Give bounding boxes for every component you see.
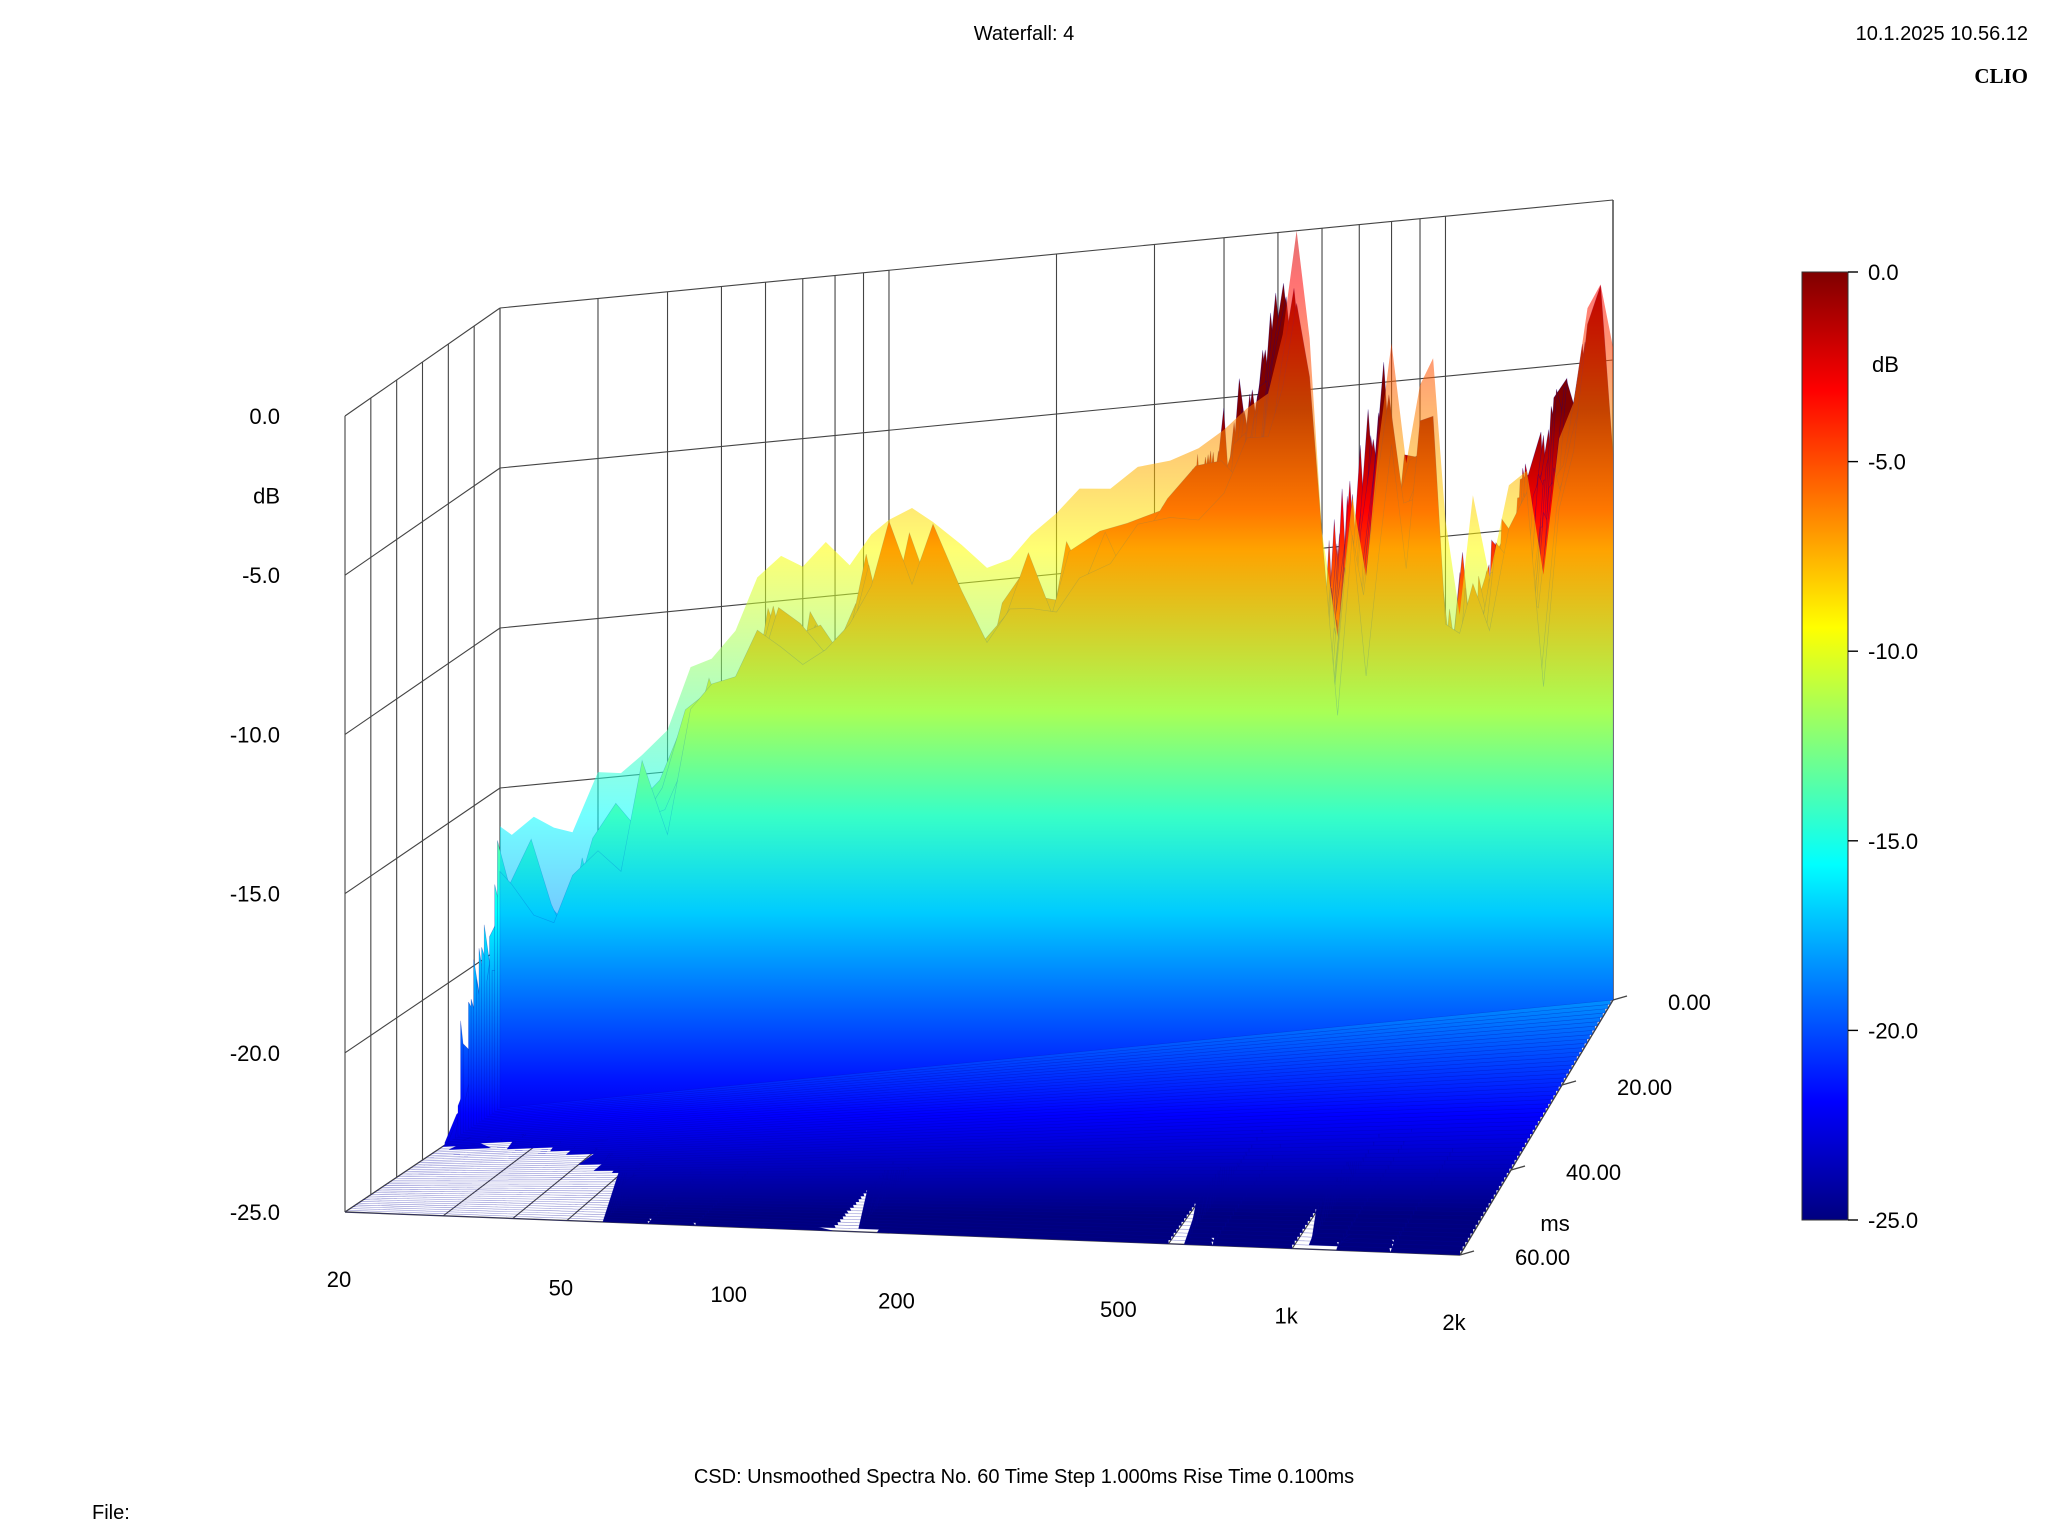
- time-tick-label: 0.00: [1668, 990, 1711, 1015]
- initial-spectrum: [500, 230, 1613, 1108]
- colorbar-tick-label: -25.0: [1868, 1208, 1918, 1233]
- colorbar: 0.0 -5.0 -10.0 -15.0 -20.0 -25.0 dB: [1801, 260, 1918, 1233]
- file-label: File:: [92, 1502, 130, 1524]
- freq-tick-label: 1k: [1275, 1304, 1299, 1329]
- floor-freq-line: [1459, 999, 1614, 1256]
- colorbar-tick-label: 0.0: [1868, 260, 1899, 285]
- freq-tick-label: 20: [327, 1267, 351, 1292]
- time-tick: [1612, 995, 1628, 1001]
- freq-tick-label: 200: [878, 1289, 915, 1314]
- db-tick-label: -10.0: [230, 722, 280, 747]
- freq-tick-label: 100: [710, 1282, 747, 1307]
- freq-tick-label: 50: [549, 1276, 573, 1301]
- db-tick-label: -20.0: [230, 1041, 280, 1066]
- colorbar-tick-label: -5.0: [1868, 450, 1906, 475]
- db-tick-label: 0.0: [249, 404, 280, 429]
- colorbar-unit-label: dB: [1872, 352, 1899, 377]
- chart-title: Waterfall: 4: [973, 23, 1075, 45]
- back-wall-db-line: [499, 199, 1614, 309]
- freq-tick-label: 500: [1100, 1297, 1137, 1322]
- timestamp: 10.1.2025 10.56.12: [1855, 23, 2028, 45]
- time-tick-label: 40.00: [1566, 1160, 1621, 1185]
- time-tick: [1561, 1080, 1577, 1086]
- csd-settings: CSD: Unsmoothed Spectra No. 60 Time Step…: [693, 1466, 1355, 1488]
- colorbar-tick-label: -10.0: [1868, 639, 1918, 664]
- front-spectrum: [500, 230, 1613, 1108]
- db-tick-label: -25.0: [230, 1200, 280, 1225]
- colorbar-tick-label: -15.0: [1868, 829, 1918, 854]
- freq-tick-label: 2k: [1442, 1310, 1466, 1335]
- time-tick: [1510, 1165, 1526, 1171]
- time-tick-label: 60.00: [1515, 1245, 1570, 1270]
- time-tick: [1459, 1250, 1475, 1256]
- db-axis-label: dB: [253, 484, 280, 509]
- colorbar-tick-label: -20.0: [1868, 1018, 1918, 1043]
- db-tick-label: -5.0: [242, 563, 280, 588]
- brand-logo: CLIO: [1974, 64, 2028, 88]
- colorbar-scale: [1801, 271, 1849, 1221]
- db-tick-label: -15.0: [230, 882, 280, 907]
- axis-labels: 0.0 -5.0 -10.0 -15.0 -20.0 -25.0 dB 20 50 100 200 5…: [230, 404, 1711, 1335]
- time-axis-label: ms: [1540, 1211, 1569, 1236]
- time-tick-label: 20.00: [1617, 1075, 1672, 1100]
